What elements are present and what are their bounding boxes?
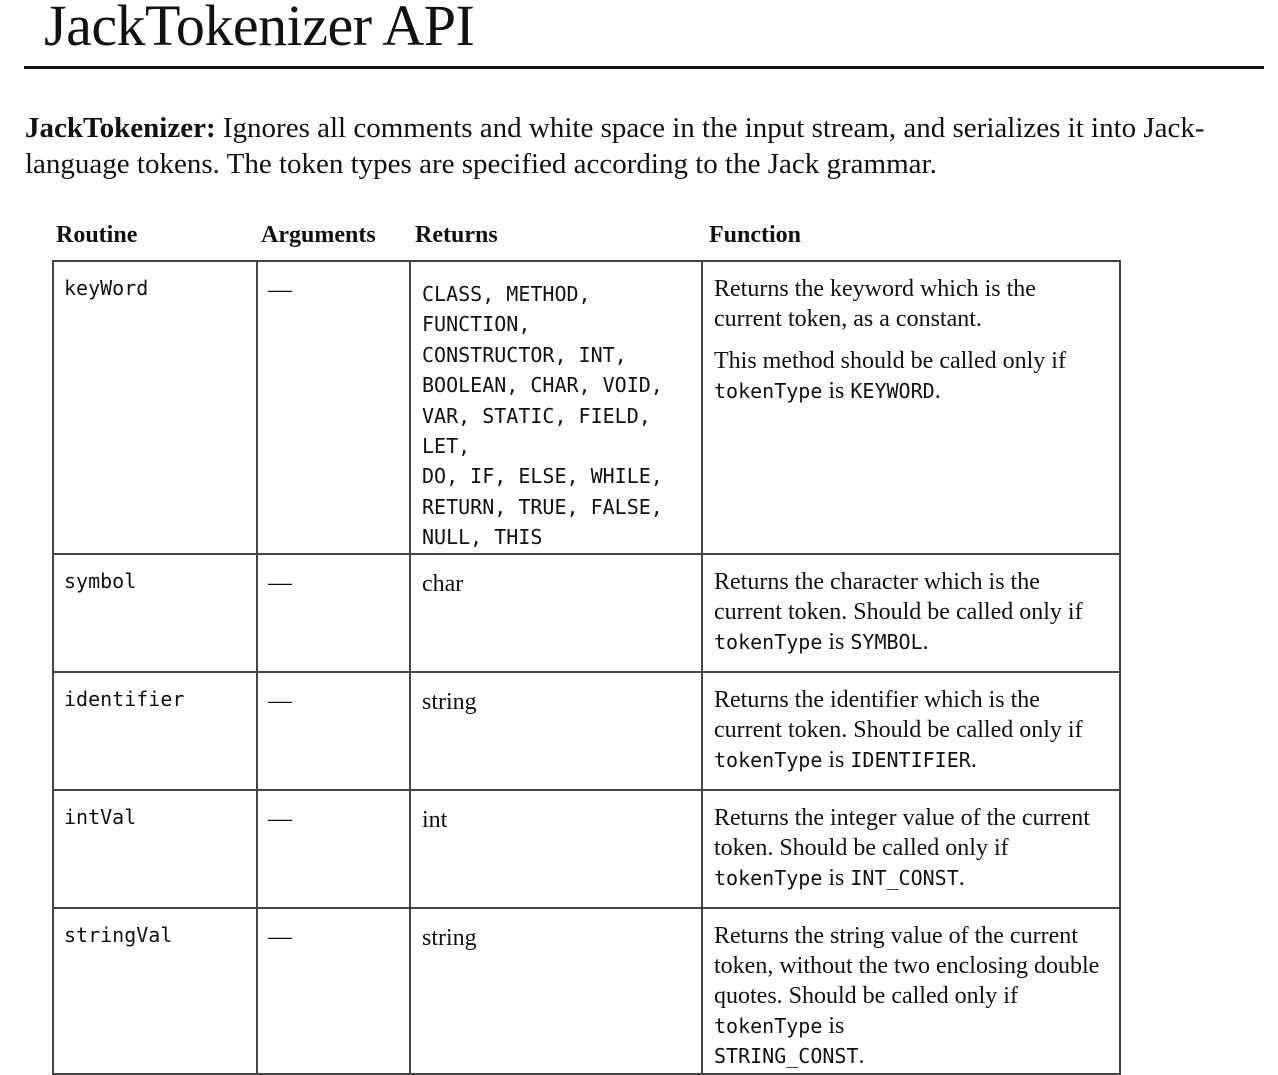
function-description: Returns the integer value of the current… bbox=[703, 791, 1119, 893]
routine-name: keyWord bbox=[64, 276, 149, 300]
column-header-arguments: Arguments bbox=[261, 222, 376, 248]
intro-lead: JackTokenizer: bbox=[25, 112, 216, 144]
table-row: keyWord — CLASS, METHOD, FUNCTION, CONST… bbox=[52, 260, 1121, 555]
intro-paragraph: JackTokenizer: Ignores all comments and … bbox=[25, 110, 1270, 182]
arguments-value: — bbox=[268, 923, 292, 950]
function-paragraph: This method should be called only if tok… bbox=[714, 346, 1109, 406]
routine-name: intVal bbox=[64, 804, 137, 829]
function-text: Returns the identifier which is the curr… bbox=[714, 686, 1083, 743]
table-row: identifier — string Returns the identifi… bbox=[52, 670, 1121, 791]
column-header-returns: Returns bbox=[415, 222, 498, 248]
function-text: Returns the character which is the curre… bbox=[714, 568, 1083, 625]
code-token: KEYWORD bbox=[850, 379, 935, 403]
function-description: Returns the identifier which is the curr… bbox=[703, 673, 1119, 775]
title-divider bbox=[24, 66, 1264, 69]
function-description: Returns the character which is the curre… bbox=[703, 555, 1119, 657]
returns-line: CLASS, METHOD, bbox=[422, 282, 591, 306]
code-token: tokenType bbox=[714, 629, 823, 654]
code-token: IDENTIFIER bbox=[850, 747, 971, 772]
returns-line: NULL, THIS bbox=[422, 525, 543, 550]
function-text: . bbox=[922, 628, 929, 655]
returns-value: string bbox=[422, 688, 477, 715]
routine-name: identifier bbox=[64, 686, 185, 711]
function-text: is bbox=[822, 378, 851, 404]
returns-line: BOOLEAN, CHAR, VOID, bbox=[422, 373, 663, 398]
function-text: This method should be called only if bbox=[714, 348, 1066, 374]
arguments-value: — bbox=[268, 687, 292, 714]
column-header-routine: Routine bbox=[56, 222, 138, 248]
api-table: keyWord — CLASS, METHOD, FUNCTION, CONST… bbox=[52, 260, 1121, 1075]
returns-value: char bbox=[422, 570, 464, 597]
arguments-value: — bbox=[268, 277, 292, 303]
function-description: Returns the string value of the current … bbox=[703, 909, 1119, 1071]
returns-line: CONSTRUCTOR, INT, bbox=[422, 342, 627, 367]
function-text: is bbox=[822, 746, 851, 773]
function-text: . bbox=[934, 378, 941, 404]
arguments-value: — bbox=[268, 805, 292, 832]
column-header-function: Function bbox=[709, 222, 802, 248]
function-text: . bbox=[858, 1042, 865, 1069]
code-token: tokenType bbox=[714, 747, 823, 772]
intro-text: Ignores all comments and white space in … bbox=[25, 112, 1205, 180]
returns-line: FUNCTION, bbox=[422, 312, 531, 337]
function-text: is bbox=[822, 864, 851, 891]
function-text: is bbox=[822, 1012, 845, 1039]
arguments-value: — bbox=[268, 569, 292, 596]
code-token: tokenType bbox=[714, 865, 823, 890]
function-description: Returns the keyword which is the current… bbox=[703, 262, 1119, 406]
table-row: stringVal — string Returns the string va… bbox=[52, 906, 1121, 1075]
routine-name: symbol bbox=[64, 568, 137, 593]
page-title: JackTokenizer API bbox=[44, 0, 475, 58]
returns-value: int bbox=[422, 806, 448, 833]
function-paragraph: Returns the keyword which is the current… bbox=[714, 276, 1036, 332]
code-token: INT_CONST bbox=[850, 865, 959, 890]
returns-line: RETURN, TRUE, FALSE, bbox=[422, 494, 663, 519]
function-text: . bbox=[970, 746, 977, 773]
table-row: intVal — int Returns the integer value o… bbox=[52, 788, 1121, 909]
function-text: Returns the integer value of the current… bbox=[714, 804, 1090, 861]
code-token: SYMBOL bbox=[850, 629, 923, 654]
returns-value: CLASS, METHOD, FUNCTION, CONSTRUCTOR, IN… bbox=[411, 262, 701, 553]
table-row: symbol — char Returns the character whic… bbox=[52, 552, 1121, 673]
returns-line: DO, IF, ELSE, WHILE, bbox=[422, 464, 663, 489]
function-text: is bbox=[822, 628, 851, 655]
function-text: . bbox=[958, 864, 965, 891]
code-token: STRING_CONST bbox=[714, 1043, 859, 1068]
code-token: tokenType bbox=[714, 379, 823, 403]
code-token: tokenType bbox=[714, 1013, 823, 1038]
returns-value: string bbox=[422, 924, 477, 951]
function-text: Returns the string value of the current … bbox=[714, 922, 1100, 1009]
returns-line: VAR, STATIC, FIELD, LET, bbox=[422, 403, 651, 459]
routine-name: stringVal bbox=[64, 922, 173, 947]
